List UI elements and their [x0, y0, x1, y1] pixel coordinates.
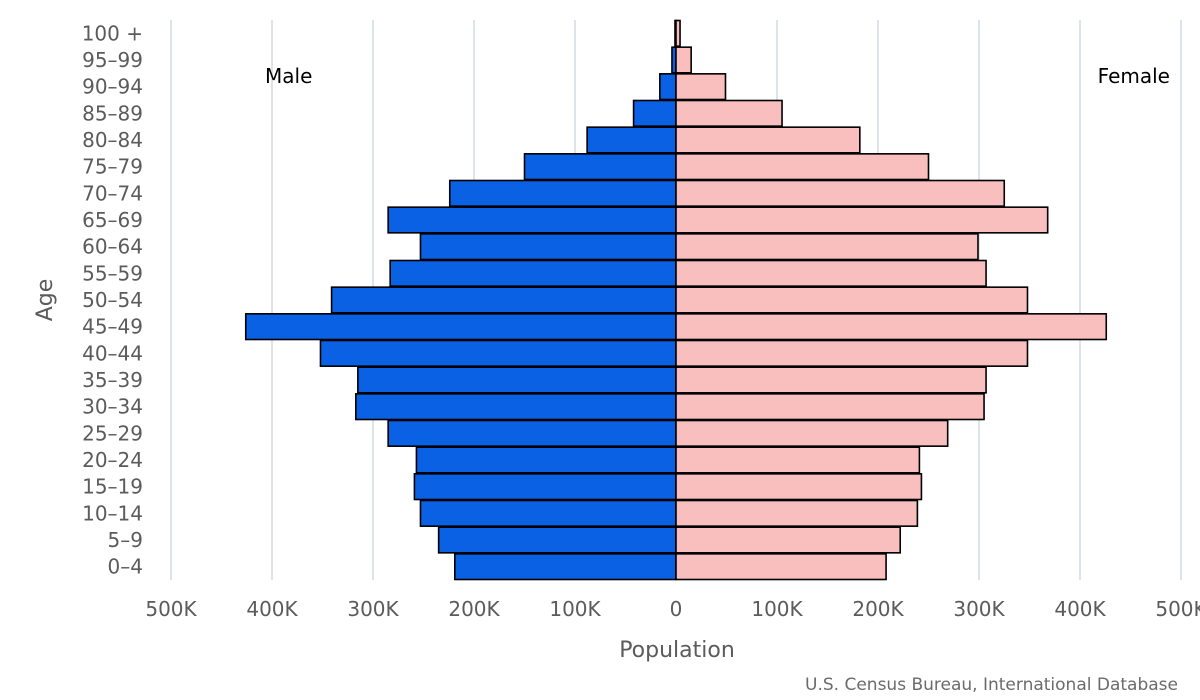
x-tick-label: 300K [347, 597, 399, 621]
y-tick-label: 15–19 [82, 475, 143, 499]
female-bar[interactable] [675, 179, 1006, 207]
female-bar[interactable] [675, 46, 692, 74]
male-bar[interactable] [659, 73, 677, 101]
x-tick-label: 200K [852, 597, 904, 621]
female-bar[interactable] [675, 286, 1029, 314]
x-tick-label: 400K [246, 597, 298, 621]
male-bar[interactable] [523, 153, 677, 181]
y-tick-label: 5–9 [108, 528, 143, 552]
female-bar[interactable] [675, 393, 985, 421]
female-bar[interactable] [675, 126, 861, 154]
female-bar[interactable] [675, 206, 1049, 234]
y-tick-label: 45–49 [82, 315, 143, 339]
male-bar[interactable] [389, 259, 677, 287]
female-bar[interactable] [675, 366, 987, 394]
y-tick-label: 35–39 [82, 368, 143, 392]
x-tick-label: 300K [953, 597, 1005, 621]
x-tick-label: 500K [1155, 597, 1200, 621]
female-bar[interactable] [675, 499, 919, 527]
male-bar[interactable] [355, 393, 677, 421]
female-bar[interactable] [675, 313, 1108, 341]
female-bar[interactable] [675, 233, 979, 261]
male-bar[interactable] [387, 206, 677, 234]
y-tick-label: 50–54 [82, 288, 143, 312]
y-tick-label: 20–24 [82, 448, 143, 472]
male-bar[interactable] [448, 179, 677, 207]
y-tick-label: 95–99 [82, 48, 143, 72]
x-axis-title: Population [619, 638, 735, 663]
male-bar[interactable] [586, 126, 677, 154]
source-credit: U.S. Census Bureau, International Databa… [805, 675, 1178, 695]
female-bar[interactable] [675, 73, 727, 101]
male-bar[interactable] [415, 446, 677, 474]
legend-male-label: Male [265, 64, 312, 88]
y-tick-label: 65–69 [82, 208, 143, 232]
x-tick-labels: 500K 400K 300K 200K 100K 0 100K 200K 300K 400K 500… [145, 597, 1200, 621]
female-bar[interactable] [675, 553, 887, 581]
y-tick-label: 90–94 [82, 75, 143, 99]
x-tick-label: 200K [448, 597, 500, 621]
legend-female-label: Female [1098, 64, 1170, 88]
male-bar[interactable] [413, 473, 677, 501]
x-tick-label: 100K [549, 597, 601, 621]
male-bar[interactable] [357, 366, 677, 394]
y-tick-label: 0–4 [108, 555, 143, 579]
x-tick-label: 500K [145, 597, 197, 621]
male-bar[interactable] [632, 99, 677, 127]
male-bar[interactable] [330, 286, 677, 314]
male-bar[interactable] [419, 499, 677, 527]
female-bar[interactable] [675, 19, 681, 47]
female-bar[interactable] [675, 526, 902, 554]
male-bar[interactable] [244, 313, 677, 341]
bars [244, 19, 1108, 581]
y-tick-label: 70–74 [82, 181, 143, 205]
y-axis-title: Age [33, 279, 58, 322]
male-bar[interactable] [437, 526, 677, 554]
y-tick-label: 25–29 [82, 421, 143, 445]
male-bar[interactable] [454, 553, 677, 581]
female-bar[interactable] [675, 99, 783, 127]
x-tick-label: 100K [751, 597, 803, 621]
female-bar[interactable] [675, 339, 1029, 367]
y-tick-label: 75–79 [82, 155, 143, 179]
y-tick-label: 85–89 [82, 101, 143, 125]
y-tick-label: 60–64 [82, 235, 143, 259]
male-bar[interactable] [387, 419, 677, 447]
female-bar[interactable] [675, 153, 930, 181]
x-tick-label: 0 [670, 597, 683, 621]
female-bar[interactable] [675, 259, 987, 287]
female-bar[interactable] [675, 473, 923, 501]
male-bar[interactable] [319, 339, 677, 367]
y-tick-label: 80–84 [82, 128, 143, 152]
y-tick-label: 40–44 [82, 341, 143, 365]
y-tick-label: 10–14 [82, 501, 143, 525]
y-tick-label: 100 + [82, 21, 143, 45]
female-bar[interactable] [675, 419, 949, 447]
female-bar[interactable] [675, 446, 921, 474]
y-tick-label: 55–59 [82, 261, 143, 285]
y-tick-label: 30–34 [82, 395, 143, 419]
x-tick-label: 400K [1054, 597, 1106, 621]
male-bar[interactable] [419, 233, 677, 261]
